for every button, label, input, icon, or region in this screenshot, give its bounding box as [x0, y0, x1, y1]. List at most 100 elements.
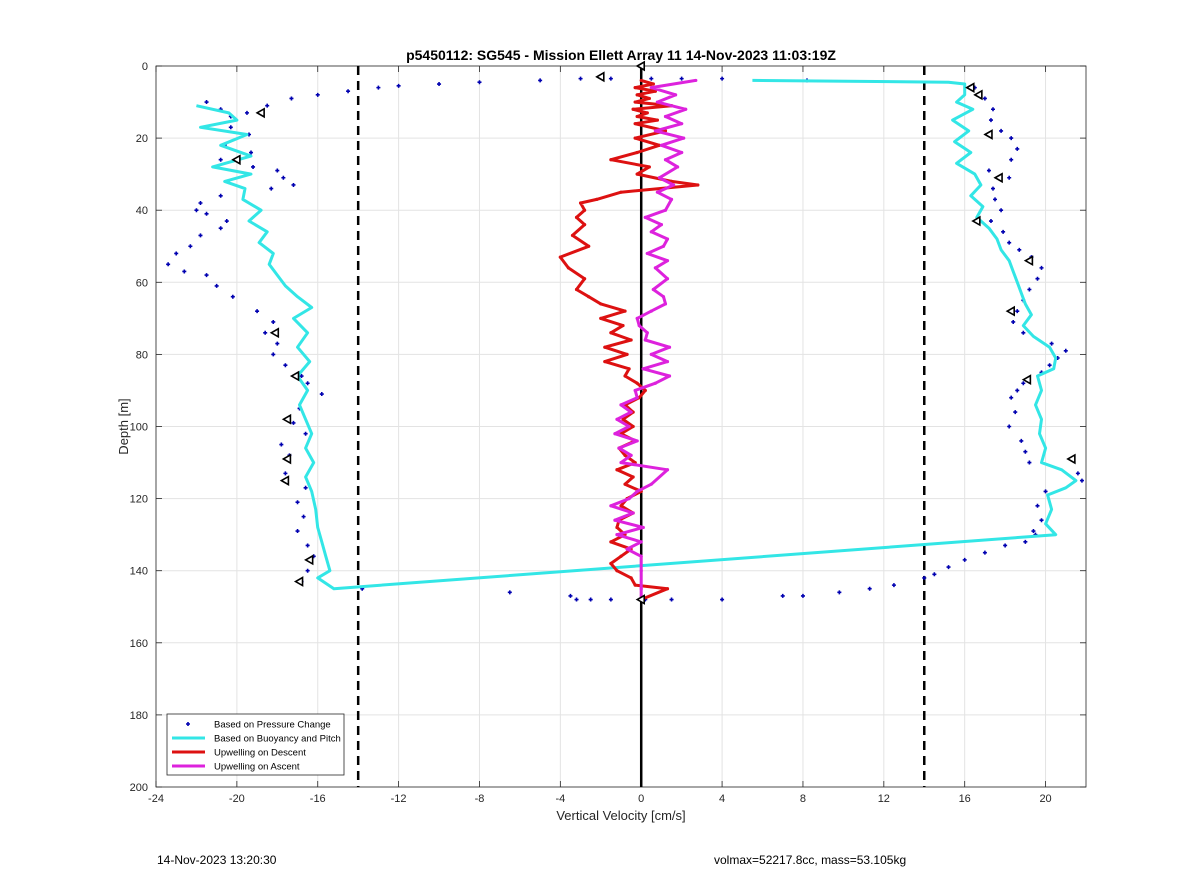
series-point — [583, 208, 587, 212]
y-tick-label: 60 — [136, 277, 148, 289]
legend: Based on Pressure Change Based on Buoyanc… — [166, 713, 345, 776]
series-point — [633, 122, 637, 126]
series-point — [655, 100, 659, 104]
pressure-change-point — [281, 175, 286, 180]
pressure-change-point — [1049, 341, 1054, 346]
pressure-change-point — [275, 341, 280, 346]
series-point — [603, 360, 607, 364]
pressure-change-point — [204, 100, 209, 105]
series-point — [635, 316, 639, 320]
pressure-change-point — [1019, 438, 1024, 443]
series-point — [558, 255, 562, 259]
series-point — [663, 302, 668, 306]
x-axis-label: Vertical Velocity [cm/s] — [556, 808, 685, 823]
marker-group — [231, 60, 1076, 605]
pressure-change-point — [1027, 287, 1032, 292]
legend-label: Based on Pressure Change — [214, 720, 331, 731]
triangle-marker — [983, 129, 993, 140]
triangle-marker — [993, 172, 1003, 184]
pressure-change-point — [319, 392, 324, 397]
series-point — [595, 197, 599, 201]
pressure-change-point — [230, 294, 235, 299]
series-point — [676, 165, 680, 169]
x-tick-label: -24 — [148, 793, 164, 805]
series-point — [633, 86, 637, 90]
pressure-change-point — [271, 319, 276, 324]
pressure-change-point — [265, 103, 270, 108]
series-point — [615, 468, 619, 472]
pressure-change-point — [198, 233, 203, 238]
series-point — [649, 230, 653, 234]
pressure-change-point — [1009, 395, 1014, 400]
series-point — [663, 129, 668, 133]
series-point — [623, 453, 627, 457]
series-point — [635, 439, 639, 443]
series-point — [649, 309, 653, 313]
series-point — [615, 569, 619, 573]
pressure-change-point — [214, 283, 219, 288]
pressure-change-point — [1039, 518, 1044, 523]
triangle-marker — [1066, 453, 1076, 465]
series-point — [621, 323, 625, 328]
series-point — [667, 345, 672, 349]
series-point — [641, 367, 645, 371]
y-axis-label: Depth [m] — [116, 398, 131, 454]
x-tick-label: 20 — [1039, 793, 1051, 805]
series-point — [631, 511, 635, 515]
series-point — [647, 96, 651, 101]
series-point — [578, 201, 583, 205]
triangle-marker — [289, 370, 300, 382]
pressure-change-point — [305, 543, 310, 548]
pressure-change-point — [800, 593, 805, 598]
footer-timestamp: 14-Nov-2023 13:20:30 — [157, 853, 277, 867]
series-point — [657, 176, 662, 180]
series-point — [651, 82, 655, 86]
legend-label: Upwelling on Ascent — [214, 762, 300, 773]
pressure-change-point — [303, 485, 308, 490]
series-point — [653, 129, 657, 133]
pressure-change-point — [993, 197, 998, 202]
pressure-change-point — [867, 586, 872, 591]
series-point — [669, 197, 674, 201]
pressure-change-point — [946, 565, 951, 570]
series-point — [647, 165, 651, 169]
series-point — [680, 150, 684, 155]
series-point — [659, 143, 664, 147]
chart-title: p5450112: SG545 - Mission Ellett Array 1… — [406, 47, 836, 63]
series-point — [619, 403, 623, 407]
pressure-change-point — [588, 597, 593, 602]
pressure-change-point — [538, 78, 543, 83]
pressure-change-point — [991, 107, 995, 112]
pressure-change-point — [669, 597, 674, 602]
series-point — [645, 331, 649, 335]
pressure-change-point — [982, 550, 987, 555]
pressure-change-point — [574, 597, 579, 602]
pressure-change-point — [346, 89, 351, 94]
series-point — [639, 540, 643, 544]
pressure-change-point — [1079, 478, 1084, 483]
series-point — [615, 417, 619, 421]
triangle-marker — [279, 475, 290, 486]
triangle-marker — [1005, 305, 1015, 317]
series-point — [613, 518, 617, 522]
pressure-change-point — [295, 529, 300, 534]
pressure-change-point — [1017, 247, 1022, 252]
pressure-change-point — [291, 420, 296, 425]
series-point — [665, 259, 670, 263]
series-point — [639, 587, 643, 591]
series-line — [196, 78, 1078, 591]
pressure-change-point — [1023, 539, 1028, 544]
series-point — [609, 158, 613, 162]
series-point — [631, 475, 635, 479]
series-point — [633, 136, 637, 140]
pressure-change-point — [255, 309, 260, 314]
pressure-change-point — [263, 330, 268, 335]
series-point — [609, 540, 613, 544]
pressure-change-point — [649, 76, 654, 81]
series-point — [653, 381, 657, 385]
triangle-marker — [269, 327, 280, 339]
x-tick-label: -8 — [475, 793, 485, 805]
series-point — [613, 432, 617, 436]
pressure-change-point — [244, 110, 249, 115]
series-point — [615, 525, 619, 530]
